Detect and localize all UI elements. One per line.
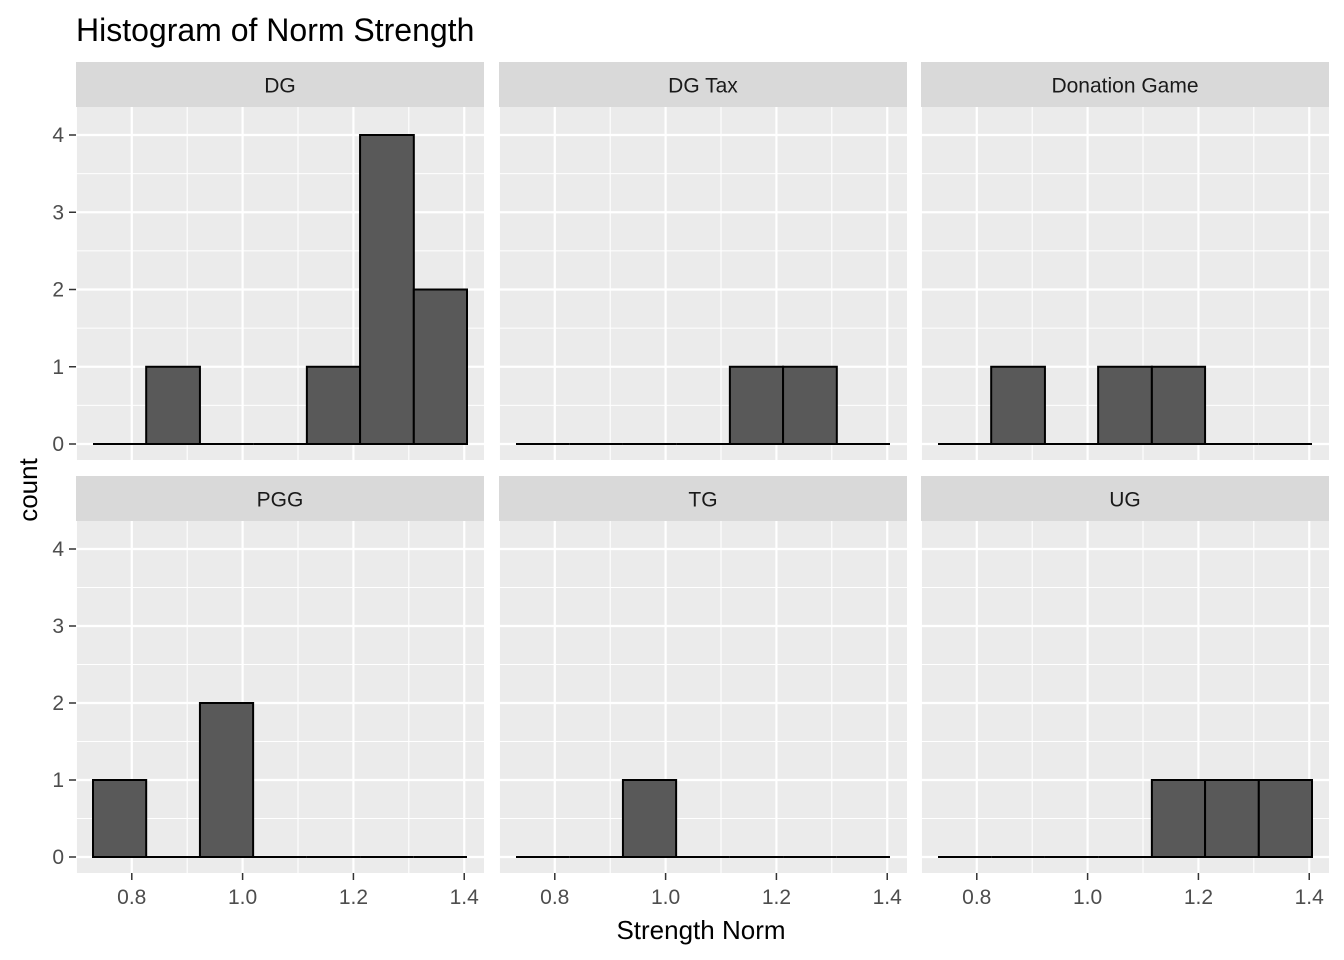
y-tick-label: 0 <box>52 846 64 869</box>
histogram-bar <box>728 365 785 445</box>
histogram-bar <box>782 365 838 445</box>
x-tick-label: 1.2 <box>762 886 791 909</box>
y-tick-label: 1 <box>52 769 64 792</box>
histogram-bar <box>359 134 415 445</box>
x-axis-title: Strength Norm <box>616 915 785 945</box>
histogram-bar <box>1150 365 1207 445</box>
histogram-bar <box>621 779 678 858</box>
facet-strip-label: Donation Game <box>1051 75 1198 98</box>
y-tick-label: 4 <box>52 124 64 147</box>
chart-title: Histogram of Norm Strength <box>76 12 474 48</box>
histogram-bar <box>305 365 362 445</box>
histogram-bar <box>92 779 148 858</box>
histogram-bar <box>1150 779 1207 858</box>
facet-strip <box>499 62 907 107</box>
x-tick-label: 0.8 <box>962 886 991 909</box>
facet-strip-label: DG <box>264 75 296 98</box>
facet-panel: TG 0.8 1.0 1.2 1.4 <box>498 476 907 909</box>
histogram-bar <box>990 365 1046 445</box>
panel-background <box>499 521 907 873</box>
facet-panel: UG 0.8 1.0 1.2 1.4 <box>920 476 1329 909</box>
facet-strip <box>76 62 484 107</box>
facet-panel: Donation Game <box>920 62 1329 460</box>
facet-panels: DG 0 1 2 3 4 DG Tax Donation Game PGG 0 1 2 3 4 0.8 1.0… <box>52 62 1329 909</box>
facet-strip-label: DG Tax <box>668 75 738 98</box>
histogram-bar <box>1097 365 1153 445</box>
facet-strip <box>921 476 1329 521</box>
y-axis-title: count <box>13 457 43 521</box>
facet-panel: DG Tax <box>498 62 907 460</box>
y-tick-label: 3 <box>52 201 64 224</box>
x-tick-label: 1.0 <box>228 886 257 909</box>
facet-strip-label: UG <box>1109 489 1141 512</box>
panel-background <box>499 107 907 460</box>
histogram-bar <box>1204 779 1260 858</box>
x-tick-label: 1.0 <box>1073 886 1102 909</box>
histogram-bar <box>145 365 201 445</box>
facet-strip <box>921 62 1329 107</box>
x-tick-label: 1.2 <box>339 886 368 909</box>
facet-strip-label: PGG <box>257 489 304 512</box>
histogram-bar <box>412 288 469 445</box>
facet-panel: DG 0 1 2 3 4 <box>52 62 484 460</box>
x-tick-label: 1.4 <box>873 886 903 909</box>
y-tick-label: 1 <box>52 356 64 379</box>
x-tick-label: 0.8 <box>117 886 146 909</box>
facet-strip <box>499 476 907 521</box>
x-tick-label: 1.0 <box>651 886 680 909</box>
y-tick-label: 3 <box>52 615 64 638</box>
facet-panel: PGG 0 1 2 3 4 0.8 1.0 1.2 1.4 <box>52 476 484 909</box>
histogram-bar <box>198 702 255 858</box>
y-tick-label: 0 <box>52 433 64 456</box>
y-tick-label: 2 <box>52 692 64 715</box>
x-tick-label: 1.4 <box>1295 886 1325 909</box>
x-tick-label: 1.4 <box>450 886 480 909</box>
histogram-bar <box>1257 779 1313 858</box>
facet-strip <box>76 476 484 521</box>
facet-strip-label: TG <box>688 489 717 512</box>
y-tick-label: 2 <box>52 279 64 302</box>
y-tick-label: 4 <box>52 538 64 561</box>
x-tick-label: 0.8 <box>540 886 569 909</box>
x-tick-label: 1.2 <box>1184 886 1213 909</box>
